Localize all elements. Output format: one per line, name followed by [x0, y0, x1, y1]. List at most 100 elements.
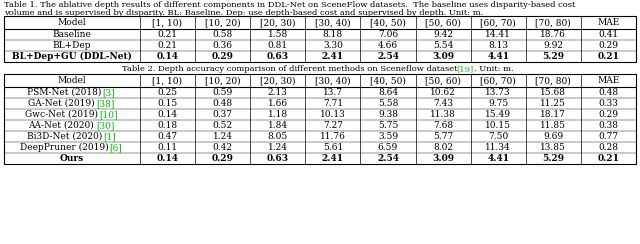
Text: 0.63: 0.63	[267, 154, 289, 163]
Text: 5.77: 5.77	[433, 132, 453, 141]
Text: 9.75: 9.75	[488, 99, 508, 108]
Text: 11.85: 11.85	[540, 121, 566, 130]
Text: 2.13: 2.13	[268, 88, 287, 97]
Text: 9.69: 9.69	[543, 132, 563, 141]
Text: 5.61: 5.61	[323, 143, 343, 152]
Text: BL+Dep+GU (DDL-Net): BL+Dep+GU (DDL-Net)	[12, 52, 132, 61]
Text: 7.43: 7.43	[433, 99, 453, 108]
Text: 0.58: 0.58	[212, 30, 233, 39]
Text: [10, 20): [10, 20)	[205, 76, 241, 85]
Text: 1.84: 1.84	[268, 121, 288, 130]
Text: 0.14: 0.14	[157, 110, 177, 119]
Text: PSM-Net (2018): PSM-Net (2018)	[27, 88, 104, 97]
Text: BL+Dep: BL+Dep	[52, 41, 91, 50]
Bar	[4, 16, 636, 62]
Text: 0.59: 0.59	[212, 88, 233, 97]
Text: [60, 70): [60, 70)	[480, 18, 516, 27]
Text: 1.24: 1.24	[212, 132, 232, 141]
Text: 8.05: 8.05	[268, 132, 288, 141]
Text: 13.7: 13.7	[323, 88, 343, 97]
Text: 0.48: 0.48	[598, 88, 618, 97]
Text: 0.18: 0.18	[157, 121, 177, 130]
Text: [19]: [19]	[457, 65, 474, 73]
Text: [20, 30): [20, 30)	[260, 76, 296, 85]
Text: 0.11: 0.11	[157, 143, 177, 152]
Text: 7.68: 7.68	[433, 121, 453, 130]
Text: 8.13: 8.13	[488, 41, 508, 50]
Text: DeepPruner (2019): DeepPruner (2019)	[20, 143, 111, 152]
Text: MAE: MAE	[597, 76, 620, 85]
Text: 18.76: 18.76	[540, 30, 566, 39]
Text: [50, 60): [50, 60)	[425, 76, 461, 85]
Text: [70, 80): [70, 80)	[536, 76, 571, 85]
Text: [70, 80): [70, 80)	[536, 18, 571, 27]
Text: 2.41: 2.41	[322, 52, 344, 61]
Text: 5.54: 5.54	[433, 41, 453, 50]
Text: 0.14: 0.14	[156, 154, 179, 163]
Text: 10.62: 10.62	[430, 88, 456, 97]
Text: 4.66: 4.66	[378, 41, 398, 50]
Text: [40, 50): [40, 50)	[370, 18, 406, 27]
Text: 1.66: 1.66	[268, 99, 288, 108]
Text: 0.15: 0.15	[157, 99, 177, 108]
Text: 2.54: 2.54	[377, 52, 399, 61]
Text: 0.25: 0.25	[157, 88, 177, 97]
Text: 8.18: 8.18	[323, 30, 343, 39]
Text: [20, 30): [20, 30)	[260, 18, 296, 27]
Text: 3.09: 3.09	[432, 52, 454, 61]
Text: 14.41: 14.41	[485, 30, 511, 39]
Text: 0.77: 0.77	[598, 132, 618, 141]
Text: 5.29: 5.29	[542, 154, 564, 163]
Text: 3.30: 3.30	[323, 41, 343, 50]
Text: 0.42: 0.42	[212, 143, 232, 152]
Text: 2.41: 2.41	[322, 154, 344, 163]
Text: [50, 60): [50, 60)	[425, 18, 461, 27]
Text: [38]: [38]	[97, 99, 115, 108]
Text: 4.41: 4.41	[487, 154, 509, 163]
Text: 9.38: 9.38	[378, 110, 398, 119]
Text: 11.34: 11.34	[485, 143, 511, 152]
Text: 4.41: 4.41	[487, 52, 509, 61]
Text: Table 1. The ablative depth results of different components in DDL-Net on SceneF: Table 1. The ablative depth results of d…	[4, 1, 575, 9]
Text: 1.24: 1.24	[268, 143, 288, 152]
Text: 5.58: 5.58	[378, 99, 398, 108]
Text: 18.17: 18.17	[540, 110, 566, 119]
Text: [10, 20): [10, 20)	[205, 18, 241, 27]
Text: 13.85: 13.85	[540, 143, 566, 152]
Text: 9.92: 9.92	[543, 41, 563, 50]
Text: [1, 10): [1, 10)	[152, 18, 182, 27]
Text: 6.59: 6.59	[378, 143, 398, 152]
Text: 11.38: 11.38	[430, 110, 456, 119]
Text: 7.06: 7.06	[378, 30, 398, 39]
Text: [30]: [30]	[96, 121, 115, 130]
Text: 0.21: 0.21	[157, 41, 177, 50]
Text: [30, 40): [30, 40)	[315, 76, 351, 85]
Text: 0.29: 0.29	[212, 52, 234, 61]
Text: 9.42: 9.42	[433, 30, 453, 39]
Text: 8.64: 8.64	[378, 88, 398, 97]
Text: 5.29: 5.29	[542, 52, 564, 61]
Text: [6]: [6]	[109, 143, 122, 152]
Text: 7.27: 7.27	[323, 121, 343, 130]
Text: 0.47: 0.47	[157, 132, 177, 141]
Text: 15.49: 15.49	[485, 110, 511, 119]
Text: volume and is supervised by disparity. BL: Baseline. Dep: use depth-based cost a: volume and is supervised by disparity. B…	[4, 9, 483, 17]
Text: 0.14: 0.14	[156, 52, 179, 61]
Text: [1]: [1]	[103, 132, 116, 141]
Text: 13.73: 13.73	[485, 88, 511, 97]
Text: 1.58: 1.58	[268, 30, 288, 39]
Text: 10.13: 10.13	[320, 110, 346, 119]
Text: MAE: MAE	[597, 18, 620, 27]
Text: 0.29: 0.29	[598, 110, 618, 119]
Text: Bi3D-Net (2020): Bi3D-Net (2020)	[26, 132, 104, 141]
Text: 3.09: 3.09	[432, 154, 454, 163]
Text: . Unit: m.: . Unit: m.	[474, 65, 514, 73]
Text: 11.25: 11.25	[540, 99, 566, 108]
Text: 0.63: 0.63	[267, 52, 289, 61]
Text: 0.21: 0.21	[157, 30, 177, 39]
Text: 2.54: 2.54	[377, 154, 399, 163]
Text: [10]: [10]	[99, 110, 118, 119]
Text: 0.52: 0.52	[212, 121, 232, 130]
Text: AA-Net (2020): AA-Net (2020)	[28, 121, 97, 130]
Text: 0.81: 0.81	[268, 41, 288, 50]
